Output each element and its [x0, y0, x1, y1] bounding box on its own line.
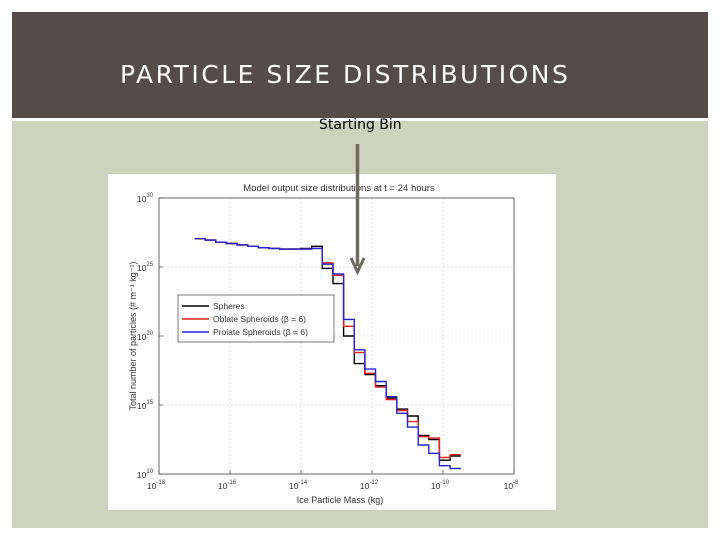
x-tick-exponent: -10	[440, 480, 449, 486]
x-tick-label: 10-10	[431, 480, 450, 491]
x-tick-label: 10-14	[289, 480, 308, 491]
legend-entry: Oblate Spheroids (β = 6)	[213, 314, 306, 324]
chart-legend: Spheres Oblate Spheroids (β = 6) Prolate S…	[177, 294, 335, 343]
legend-entry: Spheres	[213, 301, 245, 311]
x-tick-label: 10-12	[360, 480, 379, 491]
x-tick-label: 10-8	[504, 480, 519, 491]
y-tick-exponent: 30	[146, 193, 153, 199]
legend-entry: Prolate Spheroids (β = 6)	[213, 327, 308, 337]
x-tick-exponent: -16	[227, 480, 236, 486]
y-tick-exponent: 10	[146, 469, 153, 475]
x-tick-exponent: -8	[513, 480, 519, 486]
y-tick-exponent: 25	[146, 262, 153, 268]
y-tick-label: 1015	[137, 400, 154, 411]
x-tick-exponent: -14	[298, 480, 307, 486]
slide-header: PARTICLE SIZE DISTRIBUTIONS	[12, 12, 708, 118]
chart-title: Model output size distributions at t = 2…	[243, 183, 435, 194]
y-tick-exponent: 15	[146, 400, 153, 406]
y-tick-label: 1025	[137, 262, 154, 273]
size-distribution-chart: Model output size distributions at t = 2…	[108, 174, 556, 510]
x-tick-exponent: -12	[369, 480, 378, 486]
chart-figure: Model output size distributions at t = 2…	[108, 174, 556, 510]
starting-bin-label: Starting Bin	[319, 117, 402, 133]
series-line-3	[194, 238, 461, 470]
x-tick-label: 10-16	[218, 480, 237, 491]
y-tick-label: 1010	[137, 469, 154, 480]
y-axis-label: Total number of particles (# m⁻¹ kg⁻¹)	[128, 261, 138, 410]
y-tick-label: 1020	[137, 331, 154, 342]
x-axis-label: Ice Particle Mass (kg)	[297, 495, 384, 505]
x-tick-exponent: -18	[156, 480, 165, 486]
x-tick-label: 10-18	[147, 480, 166, 491]
y-tick-exponent: 20	[146, 331, 153, 337]
y-tick-label: 1030	[137, 193, 154, 204]
slide-title: PARTICLE SIZE DISTRIBUTIONS	[120, 60, 571, 89]
